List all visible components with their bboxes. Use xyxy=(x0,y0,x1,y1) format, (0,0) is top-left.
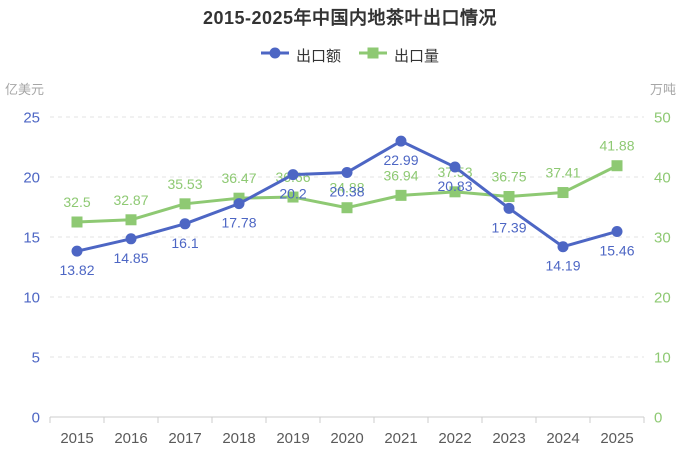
data-point-label-export-value: 22.99 xyxy=(383,152,418,168)
data-point-label-export-volume: 35.53 xyxy=(167,176,202,192)
chart-title: 2015-2025年中国内地茶叶出口情况 xyxy=(202,8,498,28)
data-point-export-value[interactable] xyxy=(341,166,353,178)
x-axis-year-label: 2021 xyxy=(384,430,417,447)
left-axis-name: 亿美元 xyxy=(5,82,45,97)
x-axis-year-label: 2019 xyxy=(276,430,309,447)
data-point-export-volume[interactable] xyxy=(287,191,299,203)
data-point-export-value[interactable] xyxy=(71,245,83,257)
y-axis-right-tick-label: 0 xyxy=(654,410,662,427)
data-point-export-volume[interactable] xyxy=(503,191,515,202)
x-axis-year-label: 2017 xyxy=(168,430,201,447)
x-axis-year-label: 2023 xyxy=(492,430,525,447)
x-axis-year-label: 2018 xyxy=(222,430,255,447)
y-axis-left-tick-label: 15 xyxy=(23,230,40,247)
legend-item-export-value[interactable]: 出口额 xyxy=(260,45,341,66)
data-point-export-volume[interactable] xyxy=(179,198,191,210)
data-point-label-export-value: 14.19 xyxy=(545,258,580,274)
export-volume-line-square-icon xyxy=(359,46,387,65)
data-point-label-export-volume: 36.47 xyxy=(221,170,256,186)
data-point-label-export-value: 15.46 xyxy=(599,242,634,258)
y-axis-right-tick-label: 50 xyxy=(654,110,671,127)
y-axis-right-tick-label: 30 xyxy=(654,230,671,247)
data-point-export-value[interactable] xyxy=(557,241,569,253)
data-point-label-export-value: 17.78 xyxy=(221,215,256,231)
data-point-export-value[interactable] xyxy=(287,169,299,181)
data-point-export-volume[interactable] xyxy=(611,160,623,172)
data-point-export-value[interactable] xyxy=(233,198,245,210)
data-point-export-volume[interactable] xyxy=(341,202,353,214)
y-axis-right-tick-label: 20 xyxy=(654,290,671,307)
data-point-export-value[interactable] xyxy=(503,202,515,214)
data-point-export-volume[interactable] xyxy=(125,214,137,226)
data-point-label-export-volume: 32.87 xyxy=(113,192,148,208)
data-point-export-value[interactable] xyxy=(611,225,623,237)
data-point-label-export-volume: 36.75 xyxy=(491,169,526,185)
data-point-export-volume[interactable] xyxy=(557,187,569,199)
data-point-label-export-volume: 36.94 xyxy=(383,167,418,183)
data-point-label-export-volume: 34.88 xyxy=(329,180,364,196)
data-point-label-export-volume: 37.41 xyxy=(545,165,580,181)
data-point-label-export-value: 13.82 xyxy=(59,262,94,278)
x-axis-year-label: 2016 xyxy=(114,430,147,447)
y-axis-left-tick-label: 25 xyxy=(23,110,40,127)
data-point-label-export-volume: 32.5 xyxy=(63,194,90,210)
data-point-label-export-value: 20.83 xyxy=(437,178,472,194)
data-point-export-value[interactable] xyxy=(449,161,461,173)
x-axis-year-label: 2020 xyxy=(330,430,363,447)
data-point-label-export-value: 20.38 xyxy=(329,183,364,199)
y-axis-left-tick-label: 20 xyxy=(23,170,40,187)
data-point-export-value[interactable] xyxy=(125,233,137,245)
x-axis-year-label: 2024 xyxy=(546,430,579,447)
x-axis-year-label: 2015 xyxy=(60,430,93,447)
data-point-label-export-volume: 41.88 xyxy=(599,138,634,154)
data-point-label-export-value: 16.1 xyxy=(171,235,198,251)
x-axis-year-label: 2022 xyxy=(438,430,471,447)
legend-label-export-value: 出口额 xyxy=(295,47,341,65)
data-point-label-export-value: 14.85 xyxy=(113,250,148,266)
x-axis-year-label: 2025 xyxy=(600,430,633,447)
y-axis-left-tick-label: 10 xyxy=(23,290,40,307)
legend: 出口额 出口量 xyxy=(0,44,700,66)
data-point-export-volume[interactable] xyxy=(71,216,83,228)
data-point-export-volume[interactable] xyxy=(395,189,407,201)
y-axis-left-tick-label: 0 xyxy=(32,410,40,427)
y-axis-right-tick-label: 10 xyxy=(654,350,671,367)
export-value-line-circle-icon xyxy=(260,46,289,65)
data-point-label-export-value: 17.39 xyxy=(491,219,526,235)
legend-label-export-volume: 出口量 xyxy=(394,47,440,65)
data-point-export-value[interactable] xyxy=(179,218,191,230)
y-axis-left-tick-label: 5 xyxy=(32,350,40,367)
right-axis-name: 万吨 xyxy=(650,82,677,97)
legend-item-export-volume[interactable]: 出口量 xyxy=(359,45,439,66)
data-point-export-volume[interactable] xyxy=(449,186,461,198)
data-point-export-value[interactable] xyxy=(395,135,407,147)
y-axis-right-tick-label: 40 xyxy=(654,170,671,187)
data-point-label-export-value: 20.2 xyxy=(279,186,306,202)
